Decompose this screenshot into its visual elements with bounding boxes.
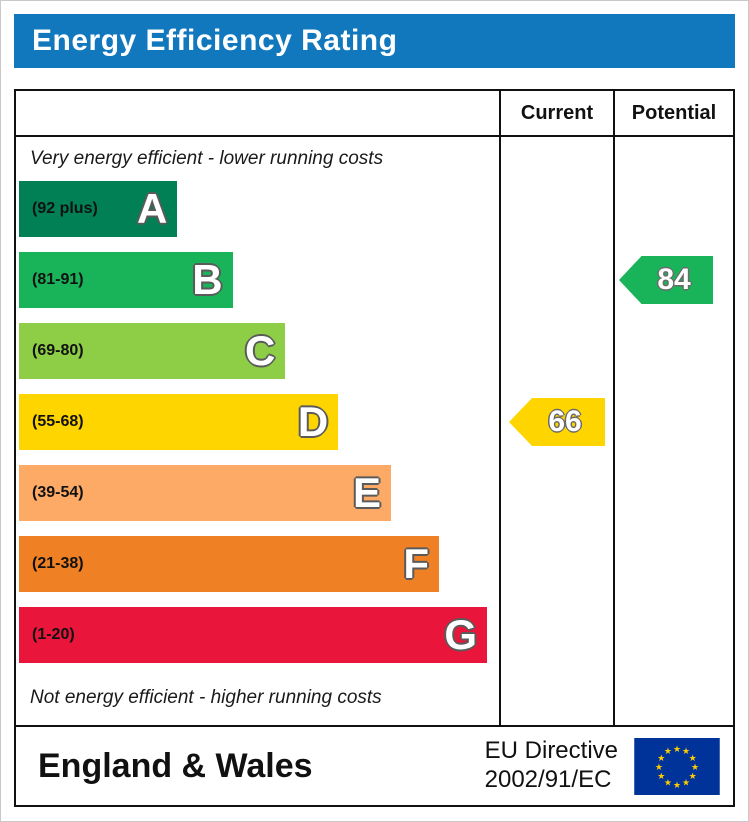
epc-page: Energy Efficiency Rating Very energy eff… xyxy=(1,1,748,807)
band-letter: B xyxy=(192,256,223,303)
svg-text:★: ★ xyxy=(664,747,672,757)
eu-directive-text: EU Directive 2002/91/EC xyxy=(485,737,618,795)
svg-text:★: ★ xyxy=(691,762,699,772)
band-range-label: (55-68) xyxy=(32,413,84,430)
eu-directive-line1: EU Directive xyxy=(484,737,618,765)
current-column-header: Current xyxy=(501,91,613,137)
band-range-label: (21-38) xyxy=(32,555,84,572)
footer-bar: England & Wales EU Directive 2002/91/EC … xyxy=(16,725,733,805)
band-letter: E xyxy=(352,469,381,516)
svg-text:★: ★ xyxy=(682,778,690,788)
bands-column-header xyxy=(16,91,499,137)
bottom-note: Not energy efficient - higher running co… xyxy=(30,687,382,708)
svg-text:★: ★ xyxy=(682,747,690,757)
top-note: Very energy efficient - lower running co… xyxy=(30,148,384,169)
svg-text:★: ★ xyxy=(673,744,681,754)
rating-chart: Very energy efficient - lower running co… xyxy=(14,89,735,807)
chart-grid: Very energy efficient - lower running co… xyxy=(16,91,733,725)
band-row-g: (1-20) G xyxy=(19,607,499,678)
band-row-d: (55-68) D xyxy=(19,394,499,465)
band-range-label: (92 plus) xyxy=(32,200,98,217)
band-bar-d: (55-68) D xyxy=(19,394,339,450)
svg-text:★: ★ xyxy=(689,771,697,781)
band-row-c: (69-80) C xyxy=(19,323,499,394)
current-column-body: 66 xyxy=(501,137,613,725)
band-bar-c: (69-80) C xyxy=(19,323,286,379)
bands-column-body: Very energy efficient - lower running co… xyxy=(16,137,499,725)
band-row-b: (81-91) B xyxy=(19,252,499,323)
current-column: Current 66 xyxy=(499,91,613,725)
band-range-label: (1-20) xyxy=(32,626,75,643)
band-bar-e: (39-54) E xyxy=(19,465,391,521)
band-bar-b: (81-91) B xyxy=(19,252,233,308)
page-title: Energy Efficiency Rating xyxy=(32,24,398,57)
svg-text:★: ★ xyxy=(657,771,665,781)
region-label: England & Wales xyxy=(38,746,313,785)
band-letter: G xyxy=(444,611,477,658)
title-bar: Energy Efficiency Rating xyxy=(14,14,735,68)
band-letter: C xyxy=(245,327,276,374)
band-list: (92 plus) A (81-91) B (69-80) C (55-68) D (39-54… xyxy=(16,181,499,678)
potential-rating-arrow: 84 xyxy=(619,256,713,304)
band-row-f: (21-38) F xyxy=(19,536,499,607)
eu-directive-line2: 2002/91/EC xyxy=(484,766,612,793)
band-letter: A xyxy=(137,185,168,232)
band-letter: D xyxy=(297,398,329,445)
current-rating-arrow: 66 xyxy=(509,398,605,446)
band-letter: F xyxy=(403,540,429,587)
band-bar-g: (1-20) G xyxy=(19,607,487,663)
band-row-e: (39-54) E xyxy=(19,465,499,536)
band-range-label: (69-80) xyxy=(32,342,84,359)
bands-column: Very energy efficient - lower running co… xyxy=(16,91,499,725)
band-range-label: (39-54) xyxy=(32,484,84,501)
band-bar-f: (21-38) F xyxy=(19,536,439,592)
svg-text:★: ★ xyxy=(673,780,681,790)
svg-text:★: ★ xyxy=(664,778,672,788)
svg-text:★: ★ xyxy=(657,753,665,763)
potential-column-body: 84 xyxy=(615,137,733,725)
svg-text:★: ★ xyxy=(655,762,663,772)
eu-flag-icon: ★ ★ ★ ★ ★ ★ ★ ★ ★ ★ ★ ★ xyxy=(634,737,720,795)
potential-column-header: Potential xyxy=(615,91,733,137)
svg-text:★: ★ xyxy=(689,753,697,763)
band-range-label: (81-91) xyxy=(32,271,84,288)
potential-column: Potential 84 xyxy=(613,91,733,725)
band-row-a: (92 plus) A xyxy=(19,181,499,252)
band-bar-a: (92 plus) A xyxy=(19,181,178,237)
